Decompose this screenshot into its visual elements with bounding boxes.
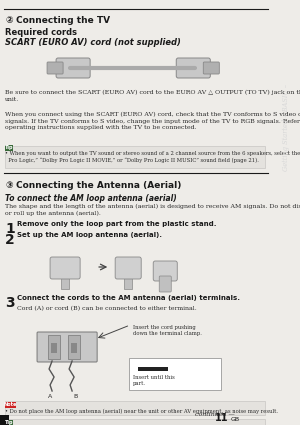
- Text: Getting Started – BASIC –: Getting Started – BASIC –: [282, 84, 290, 171]
- Text: ②: ②: [5, 16, 13, 25]
- Bar: [5, 401, 266, 415]
- Text: Tip: Tip: [5, 145, 14, 150]
- Bar: [48, 335, 60, 359]
- Bar: [61, 277, 69, 289]
- Text: When you connect using the SCART (EURO AV) cord, check that the TV conforms to S: When you connect using the SCART (EURO A…: [5, 112, 300, 130]
- Text: • Do not place the AM loop antenna (aerial) near the unit or other AV equipment,: • Do not place the AM loop antenna (aeri…: [5, 409, 278, 414]
- Text: Remove only the loop part from the plastic stand.: Remove only the loop part from the plast…: [17, 221, 217, 227]
- FancyBboxPatch shape: [203, 62, 219, 74]
- Text: 1: 1: [5, 222, 15, 236]
- FancyBboxPatch shape: [153, 261, 177, 281]
- Text: Connecting the TV: Connecting the TV: [16, 16, 110, 25]
- FancyBboxPatch shape: [159, 276, 171, 292]
- Bar: [5, 402, 16, 408]
- Text: Cord (A) or cord (B) can be connected to either terminal.: Cord (A) or cord (B) can be connected to…: [17, 306, 197, 311]
- Bar: [71, 343, 77, 353]
- Text: Set up the AM loop antenna (aerial).: Set up the AM loop antenna (aerial).: [17, 232, 162, 238]
- Text: • When you want to output the TV sound or stereo sound of a 2 channel source fro: • When you want to output the TV sound o…: [5, 151, 300, 163]
- Bar: [5, 145, 14, 150]
- Text: To connect the AM loop antenna (aerial): To connect the AM loop antenna (aerial): [5, 194, 177, 203]
- Text: SCART (EURO AV) cord (not supplied): SCART (EURO AV) cord (not supplied): [5, 38, 181, 47]
- Bar: [124, 277, 132, 289]
- FancyBboxPatch shape: [47, 62, 63, 74]
- Text: The shape and the length of the antenna (aerial) is designed to receive AM signa: The shape and the length of the antenna …: [5, 204, 300, 216]
- Bar: [0, 415, 9, 425]
- Text: Insert the cord pushing
down the terminal clamp.: Insert the cord pushing down the termina…: [133, 325, 202, 336]
- FancyBboxPatch shape: [56, 58, 90, 78]
- Text: Tip: Tip: [5, 420, 14, 425]
- Text: Required cords: Required cords: [5, 28, 77, 37]
- Bar: [68, 335, 80, 359]
- Text: Insert until this
part.: Insert until this part.: [133, 375, 175, 386]
- Text: 3: 3: [5, 296, 15, 310]
- Text: 11: 11: [215, 413, 229, 423]
- FancyBboxPatch shape: [37, 332, 97, 362]
- Text: Connect the cords to the AM antenna (aerial) terminals.: Connect the cords to the AM antenna (aer…: [17, 295, 240, 301]
- Text: GB: GB: [230, 417, 239, 422]
- Bar: [5, 420, 14, 425]
- Bar: [5, 146, 266, 168]
- Text: continued —: continued —: [195, 412, 235, 417]
- Bar: [138, 367, 168, 371]
- Bar: [51, 343, 57, 353]
- Bar: [5, 419, 266, 425]
- Text: Be sure to connect the SCART (EURO AV) cord to the EURO AV △ OUTPUT (TO TV) jack: Be sure to connect the SCART (EURO AV) c…: [5, 90, 300, 102]
- Text: Connecting the Antenna (Aerial): Connecting the Antenna (Aerial): [16, 181, 182, 190]
- FancyBboxPatch shape: [176, 58, 210, 78]
- FancyBboxPatch shape: [129, 358, 221, 390]
- Text: A: A: [48, 394, 52, 399]
- Text: ③: ③: [5, 181, 13, 190]
- FancyBboxPatch shape: [50, 257, 80, 279]
- Text: 2: 2: [5, 233, 15, 247]
- Text: Note: Note: [4, 402, 17, 407]
- Text: B: B: [73, 394, 77, 399]
- FancyBboxPatch shape: [115, 257, 141, 279]
